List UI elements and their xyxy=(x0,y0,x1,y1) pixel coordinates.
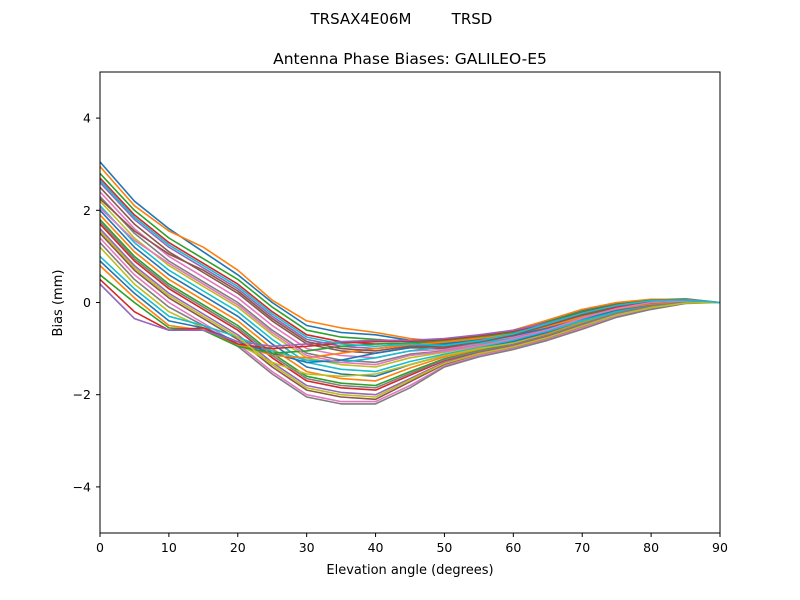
y-tick-label: −4 xyxy=(73,479,91,494)
y-tick-label: 4 xyxy=(83,111,91,126)
suptitle-antenna: TRSAX4E06M xyxy=(310,10,412,28)
x-axis-label: Elevation angle (degrees) xyxy=(326,563,493,578)
series-line xyxy=(100,237,720,403)
x-tick-label: 10 xyxy=(161,540,177,555)
axis-ticks: 0 10 20 30 40 50 60 70 80 90 −4 −2 0 2 4 xyxy=(73,111,728,555)
y-axis-label: Bias (mm) xyxy=(51,270,66,337)
plot-frame xyxy=(99,71,721,534)
x-tick-label: 80 xyxy=(643,540,659,555)
x-tick-label: 70 xyxy=(574,540,590,555)
series-line xyxy=(100,230,720,398)
series-line xyxy=(100,255,720,364)
series-line xyxy=(100,179,720,348)
series-line xyxy=(100,198,720,352)
series-layer xyxy=(100,161,720,405)
series-line xyxy=(100,278,720,350)
x-tick-label: 50 xyxy=(436,540,452,555)
x-tick-label: 40 xyxy=(368,540,384,555)
x-tick-label: 30 xyxy=(299,540,315,555)
x-tick-label: 60 xyxy=(505,540,521,555)
suptitle-radome: TRSD xyxy=(451,10,493,28)
chart-title: Antenna Phase Biases: GALILEO-E5 xyxy=(273,50,547,68)
x-tick-label: 0 xyxy=(96,540,104,555)
x-tick-label: 20 xyxy=(230,540,246,555)
y-tick-label: 0 xyxy=(83,295,91,310)
x-tick-label: 90 xyxy=(712,540,728,555)
series-line xyxy=(100,207,720,366)
series-line xyxy=(100,221,720,389)
series-line xyxy=(100,165,720,343)
y-tick-label: −2 xyxy=(73,387,91,402)
y-tick-label: 2 xyxy=(83,203,91,218)
